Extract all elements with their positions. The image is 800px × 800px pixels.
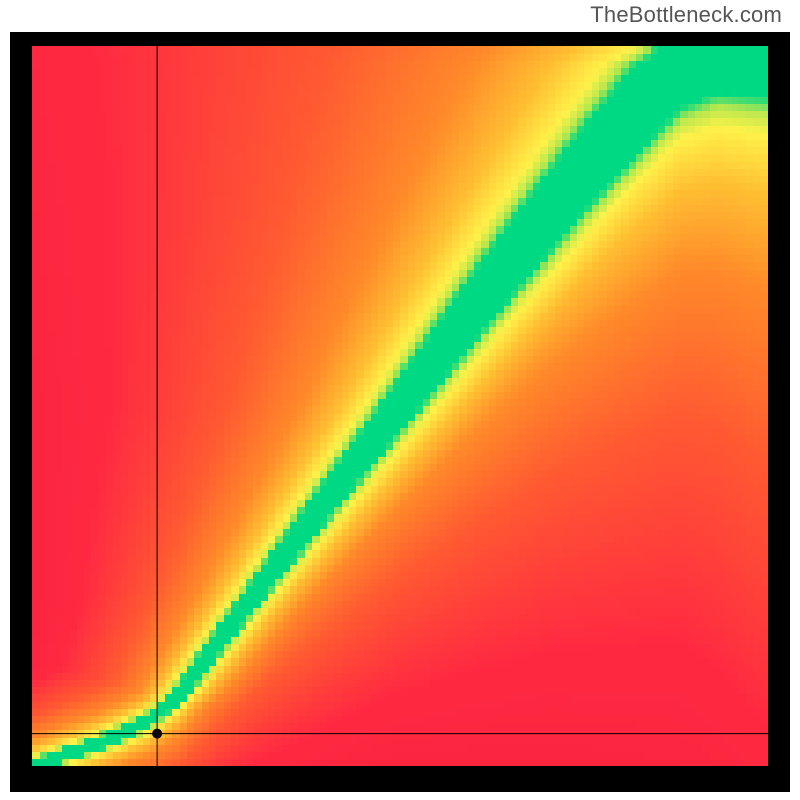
watermark-text: TheBottleneck.com <box>590 2 782 28</box>
plot-area <box>32 46 768 766</box>
heatmap-canvas <box>32 46 768 766</box>
chart-frame <box>10 32 790 792</box>
